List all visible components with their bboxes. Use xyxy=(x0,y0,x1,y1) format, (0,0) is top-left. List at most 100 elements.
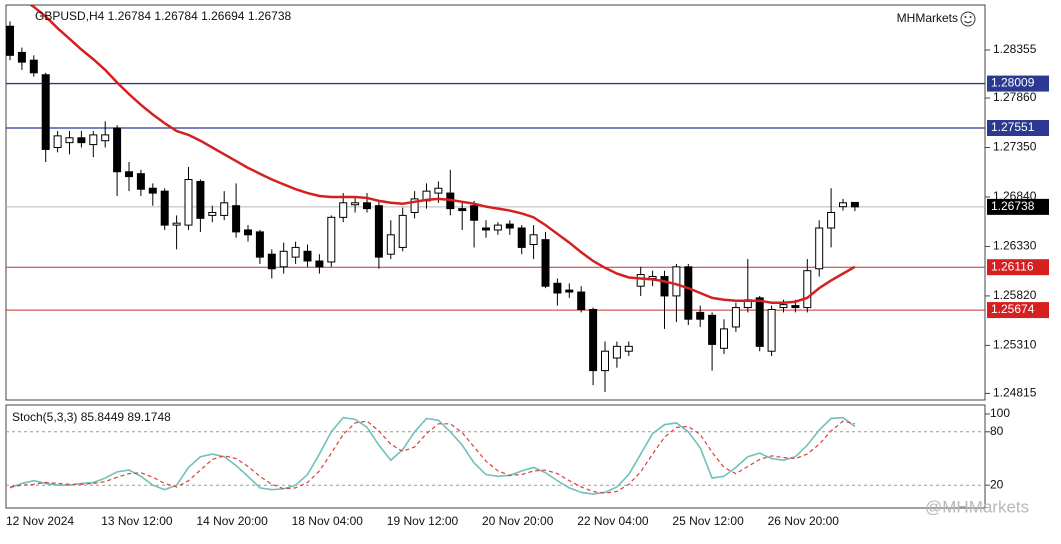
x-tick-label: 14 Nov 20:00 xyxy=(196,514,268,528)
candle-body xyxy=(374,205,383,258)
candle-body xyxy=(493,224,502,231)
stoch-line xyxy=(9,420,856,494)
candle-body xyxy=(196,180,205,219)
level-label: 1.28009 xyxy=(991,76,1035,90)
level-label: 1.26116 xyxy=(991,259,1034,273)
candle-body xyxy=(89,134,98,146)
x-tick-label: 13 Nov 12:00 xyxy=(101,514,173,528)
candle-body xyxy=(208,211,217,216)
candle-body xyxy=(101,134,110,142)
candle-body xyxy=(17,51,26,63)
candle-body xyxy=(696,311,705,320)
candle-body xyxy=(29,59,38,74)
candle-body xyxy=(244,229,252,236)
x-tick-label: 25 Nov 12:00 xyxy=(672,514,744,528)
candle-body xyxy=(327,216,336,263)
candle-body xyxy=(303,250,312,262)
moving-average xyxy=(28,5,856,304)
marks xyxy=(6,5,985,495)
candle-body xyxy=(267,253,276,270)
candle-body xyxy=(720,328,728,349)
y-tick-label: 1.26330 xyxy=(993,239,1037,253)
stoch-panel xyxy=(5,404,986,509)
candle-body xyxy=(339,202,348,218)
candle-body xyxy=(731,307,740,328)
candle-body xyxy=(410,198,419,213)
y-tick-label: 1.25310 xyxy=(993,338,1037,352)
candle-body xyxy=(41,74,50,150)
candle-body xyxy=(755,297,764,347)
chart-title: GBPUSD,H4 1.26784 1.26784 1.26694 1.2673… xyxy=(35,9,292,23)
level-label: 1.26738 xyxy=(991,199,1035,213)
level-box xyxy=(987,198,1049,215)
x-tick-label: 19 Nov 12:00 xyxy=(387,514,459,528)
candle-body xyxy=(529,234,538,246)
x-tick-label: 26 Nov 20:00 xyxy=(768,514,840,528)
candle-body xyxy=(708,314,717,345)
level-box xyxy=(987,120,1049,137)
stoch-title: Stoch(5,3,3) 85.8449 89.1748 xyxy=(12,410,171,424)
candle-body xyxy=(136,173,145,190)
y-tick-label: 20 xyxy=(990,477,1004,491)
x-tick-label: 18 Nov 04:00 xyxy=(292,514,364,528)
candle-body xyxy=(565,289,574,293)
candle-body xyxy=(363,202,371,210)
price-panel xyxy=(5,4,986,401)
candle-body xyxy=(351,202,360,206)
candle-body xyxy=(850,201,859,208)
y-tick-label: 1.24815 xyxy=(993,386,1037,400)
x-tick-label: 12 Nov 2024 xyxy=(6,514,74,528)
candle-body xyxy=(65,137,74,144)
candle-body xyxy=(517,227,526,248)
level-box xyxy=(987,302,1049,319)
candle-body xyxy=(184,179,193,226)
candle-body xyxy=(386,234,395,255)
y-tick-label: 1.27860 xyxy=(993,90,1037,104)
x-tick-label: 22 Nov 04:00 xyxy=(577,514,649,528)
candle-body xyxy=(291,246,300,258)
candle-body xyxy=(398,214,407,248)
candle-body xyxy=(815,227,824,270)
candle-body xyxy=(482,227,490,231)
candle-body xyxy=(6,25,14,56)
candle-body xyxy=(624,345,633,352)
level-label: 1.27551 xyxy=(991,120,1035,134)
candle-body xyxy=(601,350,609,372)
stoch-line xyxy=(9,416,856,495)
candle-body xyxy=(827,211,836,229)
x-tick-label: 20 Nov 20:00 xyxy=(482,514,554,528)
candle-body xyxy=(660,276,669,297)
candle-body xyxy=(589,308,598,372)
candle-body xyxy=(220,202,229,216)
candle-body xyxy=(779,304,788,309)
watermark: @MHMarkets xyxy=(925,497,1029,516)
candle-body xyxy=(113,127,122,173)
y-tick-label: 100 xyxy=(990,406,1010,420)
y-tick-label: 80 xyxy=(990,424,1004,438)
candle-body xyxy=(553,282,562,294)
candle-body xyxy=(612,345,621,359)
candle-body xyxy=(53,135,62,148)
candle-body xyxy=(160,190,169,226)
candle-body xyxy=(577,291,586,310)
candle-body xyxy=(458,208,467,212)
candle-body xyxy=(505,223,514,229)
candle-body xyxy=(434,187,443,194)
candle-body xyxy=(684,266,693,320)
level-box xyxy=(987,75,1049,92)
candle-body xyxy=(255,231,264,258)
candle-body xyxy=(791,305,800,309)
level-box xyxy=(987,259,1049,276)
candle-body xyxy=(803,270,812,309)
candle-body xyxy=(839,202,847,208)
candle-body xyxy=(541,239,550,287)
smiley xyxy=(960,11,976,27)
candle-body xyxy=(148,187,157,194)
candle-body xyxy=(315,260,324,268)
candle-body xyxy=(279,250,288,268)
candle-body xyxy=(767,308,776,352)
candle-body xyxy=(232,205,241,233)
candle-body xyxy=(672,266,681,297)
candle-body xyxy=(470,205,479,221)
